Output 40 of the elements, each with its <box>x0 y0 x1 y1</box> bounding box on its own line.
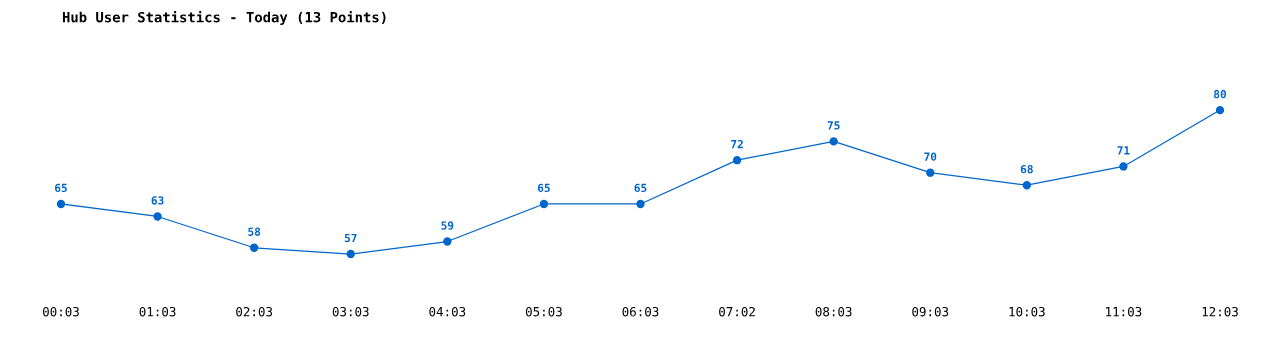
data-label: 58 <box>248 227 261 236</box>
x-tick-label: 07:02 <box>719 306 755 317</box>
data-label: 70 <box>924 152 937 161</box>
data-label: 65 <box>537 183 550 193</box>
x-tick-label: 01:03 <box>139 306 176 317</box>
x-tick-label: 02:03 <box>236 306 273 317</box>
x-tick-label: 05:03 <box>525 306 562 317</box>
data-label: 59 <box>441 221 454 230</box>
x-tick-label: 06:03 <box>622 306 659 317</box>
x-tick-label: 11:03 <box>1106 306 1142 317</box>
data-label: 65 <box>55 183 67 193</box>
point <box>346 249 355 259</box>
data-label: 71 <box>1117 146 1130 155</box>
data-label: 63 <box>151 196 164 205</box>
point <box>829 137 838 146</box>
data-label: 72 <box>731 139 743 149</box>
data-label: 68 <box>1020 164 1033 174</box>
x-tick-label: 09:03 <box>912 306 949 317</box>
x-tick-label: 03:03 <box>332 306 369 317</box>
chart-title: Hub User Statistics - Today (13 Points) <box>62 10 386 26</box>
point <box>539 199 549 209</box>
point <box>1215 105 1225 115</box>
x-tick-label: 04:03 <box>429 306 466 317</box>
data-label: 57 <box>344 233 357 243</box>
point <box>249 243 259 252</box>
data-label: 75 <box>827 121 840 130</box>
point <box>56 199 66 209</box>
x-tick-label: 00:03 <box>43 306 79 317</box>
x-tick-label: 12:03 <box>1202 306 1238 317</box>
data-label: 80 <box>1214 89 1227 99</box>
point <box>732 156 742 165</box>
point <box>1022 181 1032 190</box>
x-tick-label: 10:03 <box>1009 306 1045 317</box>
point <box>636 199 645 209</box>
data-label: 65 <box>634 183 647 193</box>
point <box>443 237 452 246</box>
point <box>926 168 935 177</box>
point <box>153 212 162 221</box>
x-tick-label: 08:03 <box>815 306 852 317</box>
point <box>1119 162 1128 171</box>
